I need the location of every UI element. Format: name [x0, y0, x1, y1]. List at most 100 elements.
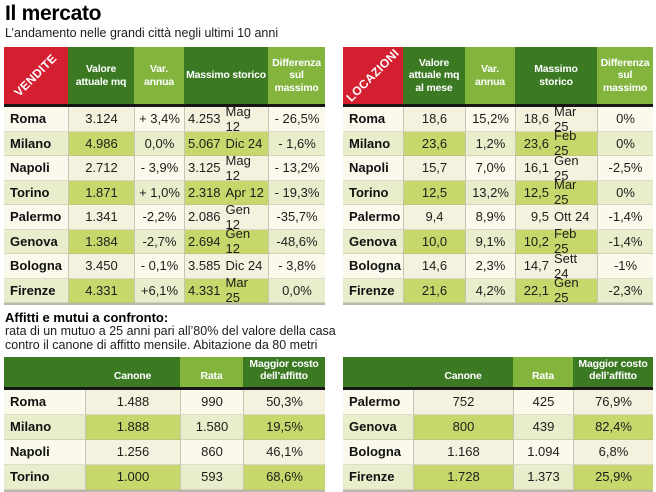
- var-cell: 1,2%: [465, 131, 515, 156]
- diff-cell: -2,3%: [597, 278, 653, 303]
- top-tables-row: VENDITE Valore attuale mq Var. annua Massim…: [4, 47, 656, 305]
- value-cell: 4.986: [68, 131, 134, 156]
- corner-empty-cell: [343, 356, 413, 390]
- var-cell: + 3,4%: [134, 107, 184, 132]
- value-cell: 21,6: [403, 278, 465, 303]
- page-title: Il mercato: [5, 2, 102, 25]
- maggior-costo-cell: 46,1%: [243, 439, 325, 465]
- corner-label-cell: VENDITE: [4, 47, 68, 107]
- max-date: Mag 12: [225, 103, 251, 134]
- max-cell: 22,1 Gen 25: [515, 275, 597, 305]
- var-cell: 8,9%: [465, 205, 515, 230]
- city-cell: Bologna: [343, 439, 413, 465]
- city-cell: Genova: [343, 414, 413, 440]
- city-cell: Genova: [4, 229, 68, 254]
- max-date: Apr 12: [225, 184, 264, 200]
- max-value: 9,5: [530, 209, 549, 225]
- canone-cell: 1.728: [413, 464, 513, 490]
- column-header: Valore attuale mq al mese: [403, 47, 465, 107]
- var-cell: 7,0%: [465, 156, 515, 181]
- affitti-note: Affitti e mutui a confronto: rata di un …: [5, 310, 656, 353]
- rata-cell: 1.373: [513, 464, 573, 490]
- city-cell: Roma: [343, 107, 403, 132]
- max-value: 14,7: [523, 258, 549, 274]
- var-cell: 9,1%: [465, 229, 515, 254]
- canone-cell: 1.488: [85, 389, 180, 415]
- var-cell: 0,0%: [134, 131, 184, 156]
- max-date: Mar 25: [554, 177, 577, 208]
- diff-cell: 0%: [597, 131, 653, 156]
- diff-cell: - 26,5%: [268, 107, 325, 132]
- diff-cell: -2,5%: [597, 156, 653, 181]
- note-heading: Affitti e mutui a confronto:: [5, 310, 169, 325]
- max-date: Gen 25: [554, 275, 579, 306]
- column-header: Rata: [513, 356, 573, 390]
- column-header: Massimo storico: [184, 47, 268, 107]
- max-cell: 3.125 Mag 12: [184, 152, 268, 183]
- value-cell: 14,6: [403, 254, 465, 279]
- var-cell: 4,2%: [465, 278, 515, 303]
- maggior-costo-cell: 82,4%: [573, 414, 653, 440]
- city-cell: Firenze: [343, 278, 403, 303]
- value-cell: 18,6: [403, 107, 465, 132]
- value-cell: 23,6: [403, 131, 465, 156]
- var-cell: -2,2%: [134, 205, 184, 230]
- var-cell: 2,3%: [465, 254, 515, 279]
- maggior-costo-cell: 19,5%: [243, 414, 325, 440]
- rata-cell: 1.580: [180, 414, 243, 440]
- value-cell: 1.871: [68, 180, 134, 205]
- max-date: Dic 24: [225, 258, 263, 274]
- max-value: 18,6: [523, 111, 549, 127]
- city-cell: Roma: [4, 389, 85, 415]
- value-cell: 12,5: [403, 180, 465, 205]
- max-cell: 2.694 Gen 12: [184, 226, 268, 256]
- max-value: 4.253: [188, 111, 221, 127]
- city-cell: Palermo: [343, 389, 413, 415]
- var-cell: - 0,1%: [134, 254, 184, 279]
- corner-label: LOCAZIONI: [343, 47, 402, 105]
- var-cell: -2,7%: [134, 229, 184, 254]
- value-cell: 9,4: [403, 205, 465, 230]
- city-cell: Milano: [4, 131, 68, 156]
- column-header: Valore attuale mq: [68, 47, 134, 107]
- rata-cell: 990: [180, 389, 243, 415]
- column-header: Canone: [85, 356, 180, 390]
- max-date: Gen 12: [225, 201, 251, 232]
- var-cell: + 1,0%: [134, 180, 184, 205]
- column-header: Massimo storico: [515, 47, 597, 107]
- city-cell: Genova: [343, 229, 403, 254]
- max-cell: 18,6 Mar 25: [515, 104, 597, 134]
- maggior-costo-cell: 68,6%: [243, 464, 325, 490]
- value-cell: 15,7: [403, 156, 465, 181]
- max-value: 12,5: [523, 184, 549, 200]
- max-cell: 3.585 Dic 24: [184, 254, 268, 279]
- affitti-right-table: Canone Rata Maggior costo dell’affitto Pale…: [343, 356, 653, 492]
- column-header: Canone: [413, 356, 513, 390]
- max-value: 5.067: [188, 135, 221, 151]
- max-value: 3.585: [188, 258, 221, 274]
- max-date: Mar 25: [225, 275, 248, 306]
- max-cell: 9,5 Ott 24: [515, 205, 597, 230]
- diff-cell: -1%: [597, 254, 653, 279]
- rata-cell: 425: [513, 389, 573, 415]
- corner-label-cell: LOCAZIONI: [343, 47, 403, 107]
- max-cell: 4.253 Mag 12: [184, 103, 268, 134]
- diff-cell: - 19,3%: [268, 180, 325, 205]
- column-header: Var. annua: [465, 47, 515, 107]
- maggior-costo-cell: 76,9%: [573, 389, 653, 415]
- max-value: 2.694: [188, 233, 221, 249]
- max-cell: 5.067 Dic 24: [184, 131, 268, 156]
- max-date: Mag 12: [225, 152, 251, 183]
- column-header: Var. annua: [134, 47, 184, 107]
- rata-cell: 1.094: [513, 439, 573, 465]
- city-cell: Bologna: [4, 254, 68, 279]
- max-date: Ott 24: [554, 209, 590, 225]
- var-cell: 13,2%: [465, 180, 515, 205]
- diff-cell: - 13,2%: [268, 156, 325, 181]
- diff-cell: - 1,6%: [268, 131, 325, 156]
- value-cell: 1.341: [68, 205, 134, 230]
- diff-cell: -1,4%: [597, 205, 653, 230]
- value-cell: 10,0: [403, 229, 465, 254]
- locazioni-table: LOCAZIONI Valore attuale mq al mese Var. a…: [343, 47, 653, 305]
